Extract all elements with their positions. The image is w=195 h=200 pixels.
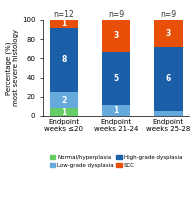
Text: 1: 1 [61, 108, 66, 117]
Text: 1: 1 [113, 106, 119, 115]
Text: n=9: n=9 [160, 10, 176, 19]
Bar [50, 92, 78, 108]
Text: 8: 8 [61, 55, 66, 64]
Bar [102, 105, 130, 116]
Text: 3: 3 [113, 31, 119, 40]
Bar [50, 20, 78, 28]
Bar [50, 28, 78, 92]
Text: 3: 3 [166, 29, 171, 38]
Text: 6: 6 [166, 74, 171, 83]
Text: 2: 2 [61, 96, 66, 105]
Legend: Normal/hyperplasia, Low-grade dysplasia, High-grade dysplasia, SCC: Normal/hyperplasia, Low-grade dysplasia,… [50, 155, 182, 168]
Bar [154, 20, 183, 47]
Text: n=12: n=12 [53, 10, 74, 19]
Text: n=9: n=9 [108, 10, 124, 19]
Y-axis label: Percentage (%)
most severe histology: Percentage (%) most severe histology [5, 29, 19, 106]
Bar [154, 111, 183, 116]
Bar [102, 20, 130, 52]
Bar [154, 47, 183, 111]
Bar [102, 52, 130, 105]
Bar [50, 108, 78, 116]
Text: 5: 5 [113, 74, 119, 83]
Text: 1: 1 [61, 19, 66, 28]
